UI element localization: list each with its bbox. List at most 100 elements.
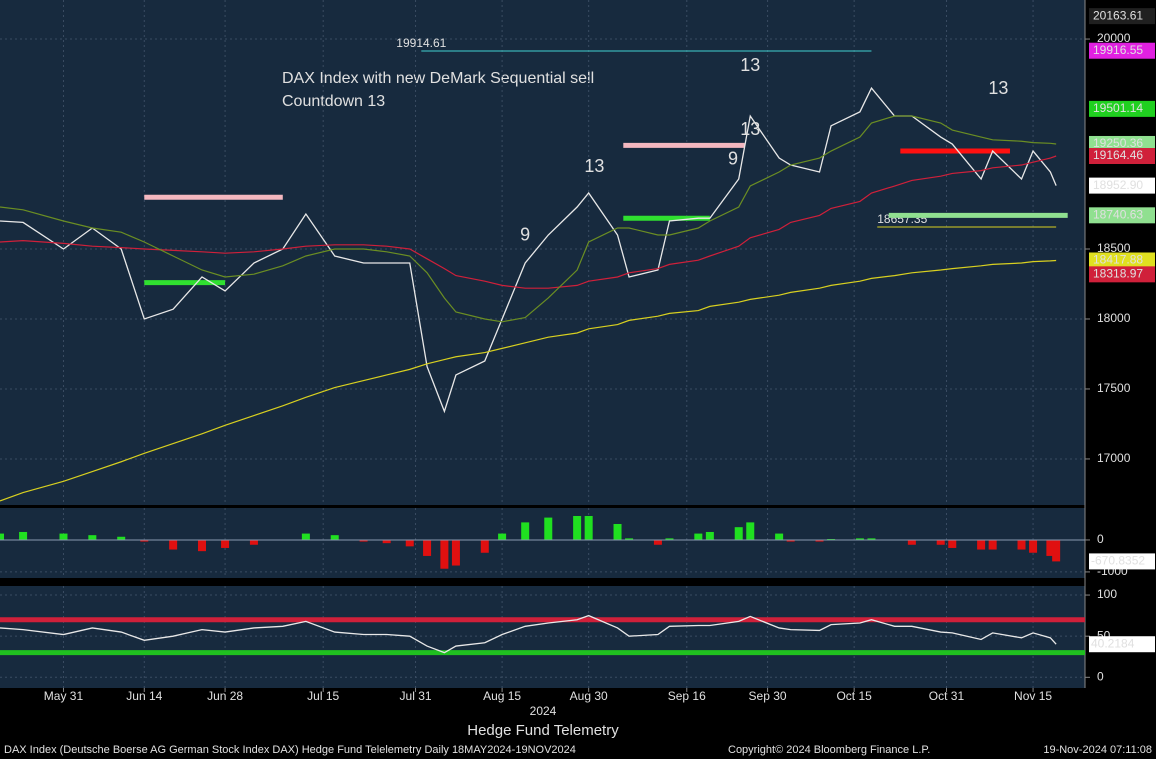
demark-label: 9 (728, 149, 738, 169)
bar (1046, 539, 1055, 556)
bar (197, 539, 206, 552)
bar (423, 539, 432, 556)
bar (498, 533, 507, 540)
bar (382, 539, 391, 544)
last-label-box (1089, 636, 1155, 653)
bar (705, 531, 714, 540)
bar (301, 533, 310, 540)
price-label: 19164.46 (1093, 148, 1143, 162)
bar (59, 533, 68, 540)
y-tick-label: 17500 (1097, 381, 1131, 395)
price-label: 20163.61 (1093, 8, 1143, 22)
price-label-box (1089, 177, 1155, 194)
y-tick-label: 100 (1097, 587, 1117, 601)
x-tick-label: Jun 14 (126, 689, 162, 703)
bar (855, 538, 864, 540)
bar (1029, 539, 1038, 553)
bar (988, 539, 997, 550)
price-label-box (1089, 135, 1155, 152)
price-label-box (1089, 207, 1155, 224)
y-tick-label: 18000 (1097, 311, 1131, 325)
price-label: 19250.36 (1093, 136, 1143, 150)
demark-label: 9 (520, 225, 530, 245)
bar (117, 536, 126, 540)
x-tick-label: Oct 15 (836, 689, 872, 703)
bar (775, 533, 784, 540)
annotation: Countdown 13 (282, 93, 385, 110)
price-label: 18318.97 (1093, 267, 1143, 281)
bar (330, 535, 339, 540)
series-line (0, 115, 1057, 323)
x-tick-label: Jun 28 (207, 689, 243, 703)
bar (0, 533, 4, 540)
price-label-box (1089, 252, 1155, 269)
annotation: DAX Index with new DeMark Sequential sel… (282, 70, 594, 87)
demark-label: 13 (584, 156, 604, 176)
x-tick-label: Aug 30 (570, 689, 608, 703)
bar (1017, 539, 1026, 550)
caption: Hedge Fund Telemetry (467, 722, 619, 739)
bar (19, 531, 28, 540)
bar (746, 522, 755, 540)
x-axis-label: 2024 (530, 704, 557, 718)
last-label: -670.8352 (1091, 554, 1145, 568)
x-tick-label: Sep 16 (668, 689, 706, 703)
bar (405, 539, 414, 547)
bar (653, 539, 662, 545)
footer-right: 19-Nov-2024 07:11:08 (1043, 744, 1152, 756)
price-label: 18952.90 (1093, 178, 1143, 192)
bar (169, 539, 178, 550)
bar (249, 539, 258, 545)
price-label-box (1089, 8, 1155, 25)
y-tick-label: 18500 (1097, 241, 1131, 255)
y-tick-label: 0 (1097, 532, 1104, 546)
bar (221, 539, 230, 548)
price-label: 19916.55 (1093, 43, 1143, 57)
bar (867, 538, 876, 540)
bar (88, 535, 97, 540)
price-label: 18740.63 (1093, 207, 1143, 221)
bar (734, 527, 743, 540)
bar (907, 539, 916, 545)
x-tick-label: Sep 30 (749, 689, 787, 703)
bar (1052, 539, 1061, 562)
demark-label: 13 (740, 119, 760, 139)
bar (544, 517, 553, 540)
bar (521, 522, 530, 540)
price-label: 19501.14 (1093, 101, 1143, 115)
footer-left: DAX Index (Deutsche Boerse AG German Sto… (4, 744, 576, 756)
bar (786, 539, 795, 542)
bar (936, 539, 945, 545)
price-label-box (1089, 42, 1155, 59)
last-label-box (1089, 553, 1155, 570)
bar (948, 539, 957, 548)
bar (451, 539, 460, 566)
price-label-box (1089, 266, 1155, 283)
y-tick-label: 17000 (1097, 451, 1131, 465)
price-label-box (1089, 100, 1155, 117)
bar (977, 539, 986, 550)
bar (815, 539, 824, 542)
bar (625, 538, 634, 540)
series-line (0, 155, 1057, 289)
bar (665, 538, 674, 540)
rsi-panel (0, 586, 1085, 688)
series-line (0, 259, 1057, 502)
y-tick-label: 20000 (1097, 31, 1131, 45)
x-tick-label: Nov 15 (1014, 689, 1052, 703)
macd-panel (0, 508, 1085, 578)
x-tick-label: Jul 31 (400, 689, 432, 703)
x-tick-label: Jul 15 (307, 689, 339, 703)
y-tick-label: 0 (1097, 669, 1104, 683)
bar (613, 523, 622, 540)
bar (694, 533, 703, 540)
last-label: 40.2184 (1091, 636, 1135, 650)
demark-label: 13 (988, 78, 1008, 98)
footer-center: Copyright© 2024 Bloomberg Finance L.P. (728, 744, 930, 756)
price-label: 18417.88 (1093, 253, 1143, 267)
bar (140, 539, 149, 542)
price-label-box (1089, 147, 1155, 164)
price-panel (0, 0, 1085, 505)
x-tick-label: Aug 15 (483, 689, 521, 703)
bar (573, 515, 582, 540)
